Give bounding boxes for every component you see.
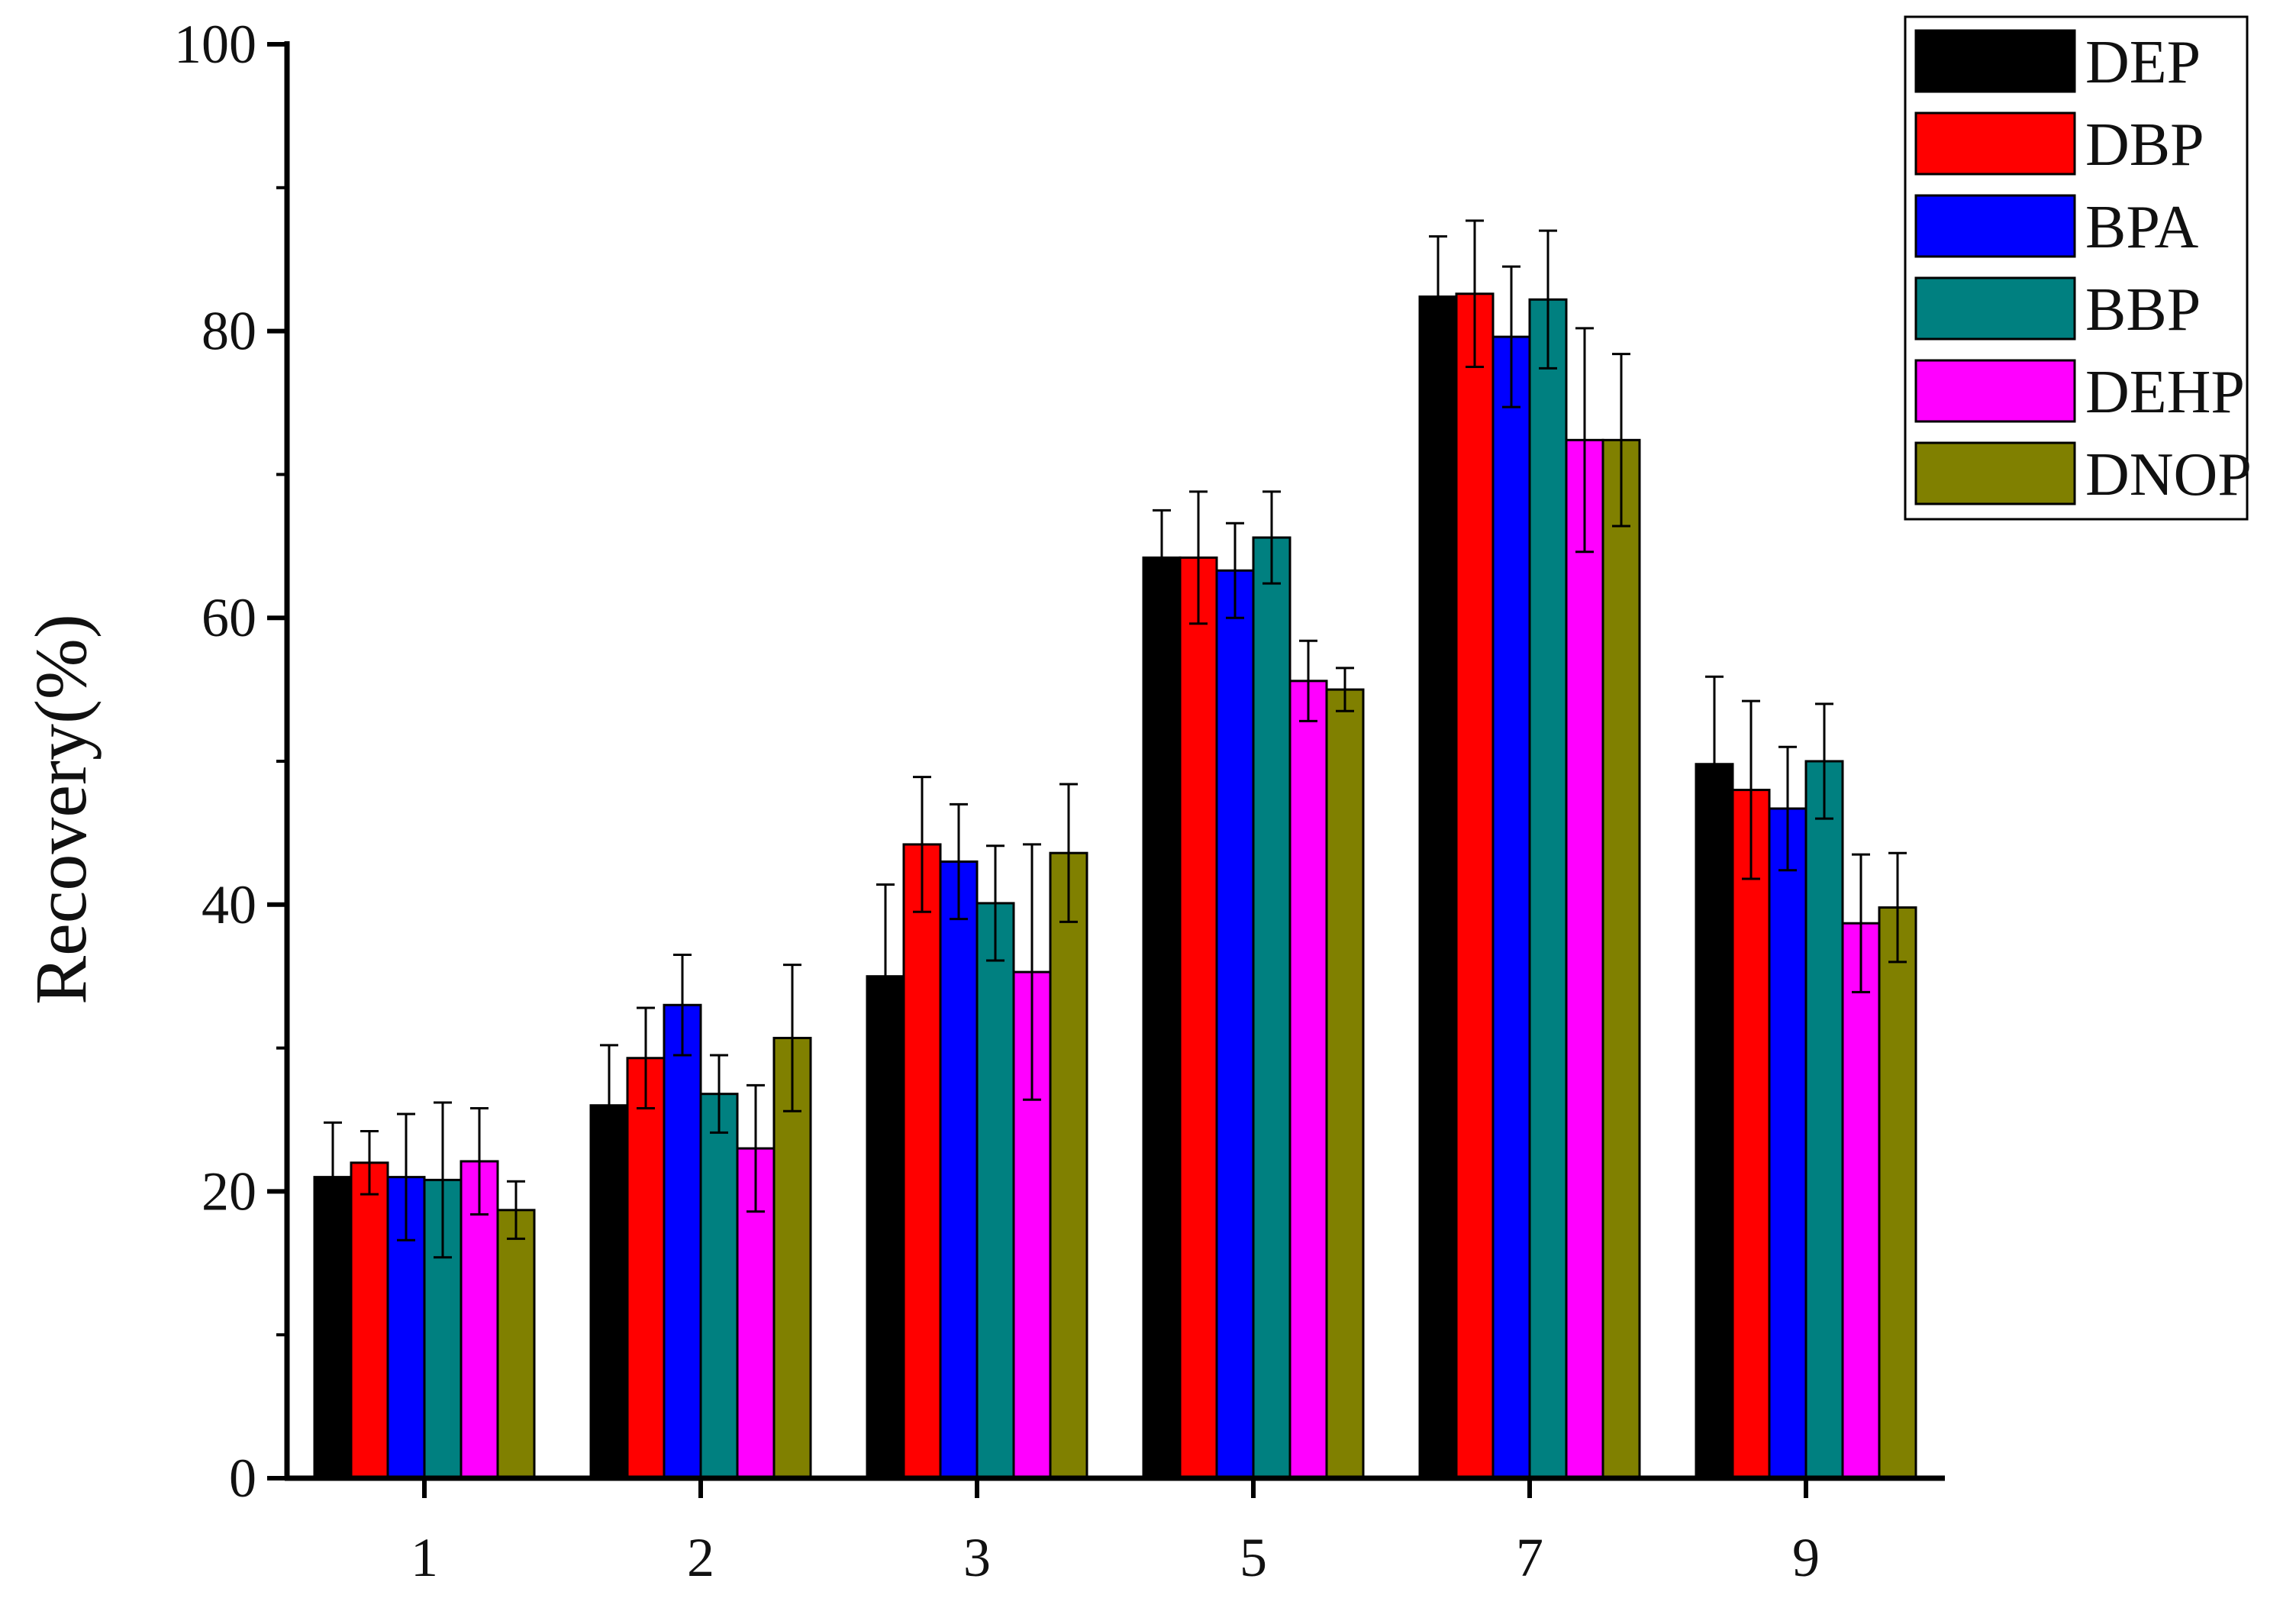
bars-group — [313, 292, 1917, 1480]
bar-dbp-7 — [1455, 292, 1495, 1480]
bar-dnop-3 — [1049, 851, 1088, 1480]
legend: DEP DBP BPA BBP DEHP DNOP — [1904, 15, 2252, 521]
bar-dehp-5 — [1288, 680, 1328, 1480]
bar-bbp-9 — [1804, 760, 1844, 1480]
x-tick-label-1: 1 — [411, 1527, 438, 1588]
legend-label-bpa: BPA — [2085, 194, 2199, 261]
bar-dnop-9 — [1878, 906, 1917, 1480]
bar-dep-5 — [1142, 556, 1182, 1480]
legend-swatch-dep — [1914, 29, 2076, 93]
legend-label-bbp: BBP — [2085, 276, 2201, 344]
bar-dehp-9 — [1841, 922, 1881, 1480]
bar-dep-9 — [1695, 763, 1734, 1480]
bar-dnop-1 — [496, 1209, 536, 1480]
legend-swatch-bbp — [1914, 276, 2076, 341]
error-bars-group — [324, 219, 1907, 1259]
y-tick-label-0: 0 — [229, 1448, 256, 1509]
x-tick-label-7: 7 — [1516, 1527, 1543, 1588]
bar-bbp-2 — [699, 1093, 739, 1480]
bar-dbp-3 — [902, 843, 942, 1480]
legend-swatch-dehp — [1914, 359, 2076, 423]
bar-bbp-3 — [975, 902, 1015, 1480]
bar-bpa-5 — [1215, 569, 1255, 1480]
y-tick-label-20: 20 — [202, 1161, 256, 1222]
x-tick-label-9: 9 — [1792, 1527, 1820, 1588]
legend-label-dbp: DBP — [2085, 111, 2204, 179]
legend-box — [1904, 15, 2249, 521]
bar-dehp-7 — [1565, 438, 1604, 1480]
bar-dbp-9 — [1731, 789, 1771, 1480]
bar-dbp-1 — [350, 1161, 389, 1480]
x-tick-label-2: 2 — [687, 1527, 714, 1588]
bar-bpa-9 — [1768, 807, 1807, 1480]
legend-swatch-dnop — [1914, 441, 2076, 505]
bar-dnop-7 — [1601, 438, 1641, 1480]
bar-dnop-5 — [1325, 688, 1365, 1480]
legend-label-dep: DEP — [2085, 29, 2201, 96]
axes: 0 20 40 60 80 100 1 2 3 5 7 9 — [174, 14, 1945, 1588]
bar-dep-7 — [1418, 295, 1458, 1480]
y-tick-label-80: 80 — [202, 301, 256, 362]
bar-dbp-5 — [1179, 556, 1218, 1480]
x-tick-label-5: 5 — [1240, 1527, 1267, 1588]
y-axis-title: Recovery(%) — [20, 614, 102, 1005]
bar-bpa-3 — [939, 860, 979, 1480]
x-tick-label-3: 3 — [963, 1527, 991, 1588]
bar-bbp-7 — [1528, 298, 1568, 1480]
y-tick-label-40: 40 — [202, 874, 256, 935]
legend-swatch-dbp — [1914, 111, 2076, 176]
bar-bbp-5 — [1252, 536, 1292, 1480]
y-tick-label-60: 60 — [202, 587, 256, 648]
bar-bpa-2 — [663, 1003, 702, 1480]
bar-dbp-2 — [626, 1057, 666, 1480]
legend-swatch-bpa — [1914, 194, 2076, 258]
y-tick-label-100: 100 — [174, 14, 256, 75]
bar-bpa-7 — [1491, 335, 1531, 1480]
legend-label-dnop: DNOP — [2085, 441, 2252, 509]
legend-label-dehp: DEHP — [2085, 359, 2245, 426]
